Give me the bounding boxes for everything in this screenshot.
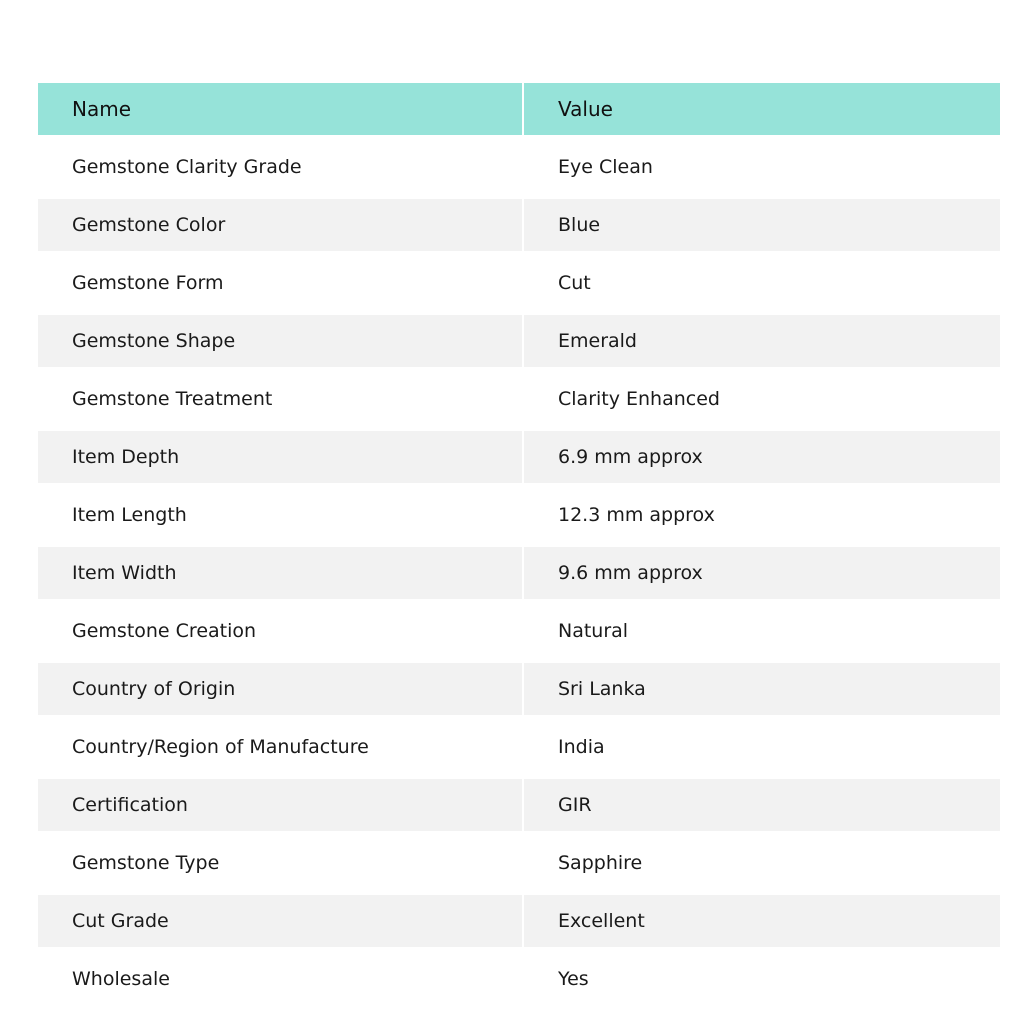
table-row: Gemstone Shape Emerald	[38, 315, 1000, 367]
table-row: Item Width 9.6 mm approx	[38, 547, 1000, 599]
table-row: Gemstone Form Cut	[38, 257, 1000, 309]
cell-value: 9.6 mm approx	[524, 547, 1000, 599]
cell-name: Gemstone Type	[72, 852, 220, 874]
table-row: Item Depth 6.9 mm approx	[38, 431, 1000, 483]
cell-name: Item Length	[72, 504, 187, 526]
table-row: Wholesale Yes	[38, 953, 1000, 1005]
cell-name: Gemstone Form	[72, 272, 224, 294]
cell-name: Item Depth	[38, 431, 522, 483]
specs-table: Name Value Gemstone Clarity Grade Eye Cle…	[36, 77, 1002, 1011]
cell-value: Yes	[558, 968, 589, 990]
cell-value: Natural	[558, 620, 629, 642]
cell-name: Gemstone Creation	[72, 620, 257, 642]
cell-value: Emerald	[524, 315, 1000, 367]
cell-value: 12.3 mm approx	[558, 504, 715, 526]
table-row: Cut Grade Excellent	[38, 895, 1000, 947]
table-row: Certification GIR	[38, 779, 1000, 831]
cell-value: Sri Lanka	[524, 663, 1000, 715]
cell-name: Cut Grade	[38, 895, 522, 947]
table-row: Gemstone Clarity Grade Eye Clean	[38, 141, 1000, 193]
table-row: Country of Origin Sri Lanka	[38, 663, 1000, 715]
cell-name: Wholesale	[72, 968, 170, 990]
cell-name: Item Width	[38, 547, 522, 599]
cell-value: Eye Clean	[558, 156, 653, 178]
table-row: Country/Region of Manufacture India	[38, 721, 1000, 773]
cell-name: Country of Origin	[38, 663, 522, 715]
cell-name: Certification	[38, 779, 522, 831]
cell-name: Gemstone Color	[38, 199, 522, 251]
table-row: Gemstone Treatment Clarity Enhanced	[38, 373, 1000, 425]
cell-value: Cut	[558, 272, 591, 294]
cell-name: Country/Region of Manufacture	[72, 736, 369, 758]
table-row: Gemstone Type Sapphire	[38, 837, 1000, 889]
cell-name: Gemstone Shape	[38, 315, 522, 367]
cell-value: 6.9 mm approx	[524, 431, 1000, 483]
cell-value: Excellent	[524, 895, 1000, 947]
cell-name: Gemstone Treatment	[72, 388, 273, 410]
table-row: Item Length 12.3 mm approx	[38, 489, 1000, 541]
cell-value: Clarity Enhanced	[558, 388, 720, 410]
cell-value: Blue	[524, 199, 1000, 251]
table-header-row: Name Value	[38, 83, 1000, 135]
header-name: Name	[38, 83, 522, 135]
cell-value: GIR	[524, 779, 1000, 831]
cell-value: India	[558, 736, 605, 758]
cell-name: Gemstone Clarity Grade	[72, 156, 302, 178]
header-value: Value	[524, 83, 1000, 135]
cell-value: Sapphire	[558, 852, 643, 874]
table-row: Gemstone Color Blue	[38, 199, 1000, 251]
table-row: Gemstone Creation Natural	[38, 605, 1000, 657]
